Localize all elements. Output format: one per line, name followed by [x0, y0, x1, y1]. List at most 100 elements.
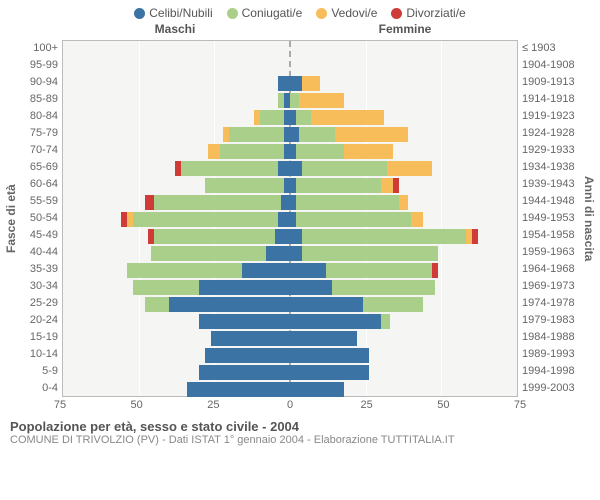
- x-tick: 75: [54, 399, 66, 411]
- footer: Popolazione per età, sesso e stato civil…: [0, 413, 600, 446]
- y-axis-left-label: Fasce di età: [4, 40, 18, 397]
- age-tick: 60-64: [18, 176, 58, 193]
- bar-segment: [145, 195, 154, 210]
- legend-swatch: [227, 8, 238, 19]
- female-side: [290, 229, 517, 244]
- age-tick: 50-54: [18, 210, 58, 227]
- female-side: [290, 178, 517, 193]
- pyramid-row: [63, 92, 517, 109]
- pyramid-row: [63, 296, 517, 313]
- birth-tick: 1949-1953: [522, 210, 582, 227]
- legend-label: Vedovi/e: [331, 6, 377, 20]
- bar-segment: [311, 110, 384, 125]
- age-tick: 65-69: [18, 159, 58, 176]
- male-side: [63, 365, 290, 380]
- bar-segment: [154, 229, 275, 244]
- bar-segment: [296, 178, 381, 193]
- x-tick: 50: [437, 399, 449, 411]
- bar-segment: [290, 229, 302, 244]
- bar-segment: [344, 144, 392, 159]
- bar-segment: [302, 246, 438, 261]
- pyramid-row: [63, 364, 517, 381]
- bar-segment: [275, 229, 290, 244]
- male-side: [63, 178, 290, 193]
- legend: Celibi/NubiliConiugati/eVedovi/eDivorzia…: [0, 0, 600, 20]
- age-tick: 0-4: [18, 380, 58, 397]
- male-side: [63, 348, 290, 363]
- birth-tick: 1989-1993: [522, 346, 582, 363]
- birth-tick: 1924-1928: [522, 125, 582, 142]
- birth-tick: 1959-1963: [522, 244, 582, 261]
- age-tick: 20-24: [18, 312, 58, 329]
- bar-segment: [472, 229, 478, 244]
- bar-segment: [290, 246, 302, 261]
- male-side: [63, 297, 290, 312]
- bar-segment: [242, 263, 290, 278]
- female-side: [290, 365, 517, 380]
- bar-segment: [151, 246, 266, 261]
- male-side: [63, 280, 290, 295]
- birth-tick: 1974-1978: [522, 295, 582, 312]
- pyramid-row: [63, 279, 517, 296]
- bar-segment: [299, 127, 335, 142]
- female-side: [290, 76, 517, 91]
- female-side: [290, 42, 517, 57]
- x-tick: 0: [287, 399, 293, 411]
- bar-segment: [290, 382, 344, 397]
- male-side: [63, 246, 290, 261]
- female-side: [290, 161, 517, 176]
- male-side: [63, 331, 290, 346]
- legend-label: Divorziati/e: [406, 6, 465, 20]
- age-tick: 70-74: [18, 142, 58, 159]
- bar-segment: [278, 161, 290, 176]
- bar-segment: [432, 263, 438, 278]
- pyramid-row: [63, 143, 517, 160]
- bar-segment: [335, 127, 408, 142]
- male-side: [63, 314, 290, 329]
- age-tick: 35-39: [18, 261, 58, 278]
- legend-item: Celibi/Nubili: [134, 6, 212, 20]
- bar-segment: [326, 263, 432, 278]
- birth-tick: 1969-1973: [522, 278, 582, 295]
- female-side: [290, 331, 517, 346]
- pyramid-row: [63, 228, 517, 245]
- female-side: [290, 93, 517, 108]
- pyramid-row: [63, 347, 517, 364]
- female-side: [290, 263, 517, 278]
- legend-swatch: [134, 8, 145, 19]
- bar-segment: [145, 297, 169, 312]
- birth-ticks: ≤ 19031904-19081909-19131914-19181919-19…: [518, 40, 582, 397]
- age-tick: 90-94: [18, 74, 58, 91]
- pyramid-row: [63, 262, 517, 279]
- legend-swatch: [391, 8, 402, 19]
- bar-segment: [133, 280, 200, 295]
- pyramid-row: [63, 194, 517, 211]
- bar-segment: [296, 110, 311, 125]
- age-tick: 30-34: [18, 278, 58, 295]
- bar-segment: [387, 161, 432, 176]
- bar-segment: [296, 195, 399, 210]
- male-side: [63, 195, 290, 210]
- female-side: [290, 382, 517, 397]
- male-side: [63, 144, 290, 159]
- bar-segment: [229, 127, 283, 142]
- legend-item: Vedovi/e: [316, 6, 377, 20]
- age-tick: 10-14: [18, 346, 58, 363]
- birth-tick: 1939-1943: [522, 176, 582, 193]
- female-side: [290, 314, 517, 329]
- birth-tick: ≤ 1903: [522, 40, 582, 57]
- birth-tick: 1944-1948: [522, 193, 582, 210]
- birth-tick: 1929-1933: [522, 142, 582, 159]
- birth-tick: 1964-1968: [522, 261, 582, 278]
- male-title: Maschi: [60, 22, 290, 36]
- bar-segment: [332, 280, 435, 295]
- age-tick: 75-79: [18, 125, 58, 142]
- pyramid-row: [63, 381, 517, 398]
- birth-tick: 1954-1958: [522, 227, 582, 244]
- female-side: [290, 212, 517, 227]
- male-side: [63, 76, 290, 91]
- male-side: [63, 42, 290, 57]
- bar-segment: [199, 314, 290, 329]
- bar-segment: [199, 280, 290, 295]
- bar-segment: [381, 314, 390, 329]
